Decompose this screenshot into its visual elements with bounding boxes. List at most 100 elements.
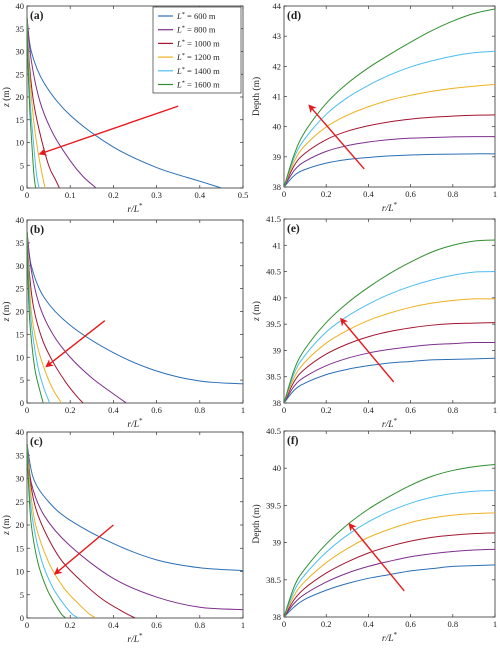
series-line-5 <box>27 443 80 618</box>
y-tick-label: 25 <box>16 284 25 294</box>
series-line-5 <box>284 271 495 403</box>
legend-entry: L* = 1600 m <box>176 79 220 90</box>
y-axis-label: Depth (m) <box>251 504 262 543</box>
y-tick-label: 20 <box>16 520 25 530</box>
plot-frame <box>26 219 244 404</box>
x-tick-label: 0.2 <box>321 405 332 415</box>
y-tick-label: 41 <box>273 92 282 102</box>
y-tick-label: 30 <box>16 47 25 57</box>
y-tick-label: 38 <box>273 612 282 622</box>
y-tick-label: 40.5 <box>266 426 281 436</box>
y-tick-label: 38 <box>273 182 282 192</box>
x-tick-label: 0.4 <box>194 190 205 200</box>
plot-frame <box>283 5 496 188</box>
x-tick-label: 0.6 <box>405 405 416 415</box>
series-group <box>284 239 495 403</box>
y-tick-label: 5 <box>20 375 24 385</box>
y-tick-label: 25 <box>16 69 25 79</box>
y-tick-label: 41 <box>273 240 282 250</box>
y-tick-label: 39 <box>273 538 282 548</box>
x-tick-label: 0.4 <box>108 620 119 630</box>
series-group <box>284 8 495 187</box>
panel-e: 0 0.2 0.4 0.6 0.8 1 38 38.5 39 39.5 40 40.5 41 41.5 r/… <box>251 214 497 430</box>
y-axis-label: Depth (m) <box>251 77 262 116</box>
series-line-2 <box>27 17 97 188</box>
x-axis-label: r/L* <box>127 632 143 645</box>
legend-entry: L* = 1400 m <box>176 65 220 76</box>
series-line-1 <box>284 564 495 617</box>
series-line-5 <box>284 50 495 187</box>
trend-arrow <box>340 317 395 383</box>
x-tick-label: 0.2 <box>108 190 119 200</box>
x-tick-label: 0 <box>282 619 286 629</box>
series-line-3 <box>27 443 136 618</box>
panel-label: (b) <box>30 224 44 236</box>
x-tick-label: 0.4 <box>363 405 374 415</box>
panel-label: (f) <box>287 435 299 447</box>
x-tick-label: 0.4 <box>363 189 374 199</box>
y-axis-label: z (m) <box>1 87 12 108</box>
x-tick-label: 0.8 <box>194 405 205 415</box>
series-line-6 <box>284 239 495 403</box>
y-tick-label: 0 <box>20 183 24 193</box>
x-tick-label: 0.8 <box>447 619 458 629</box>
x-tick-label: 0.5 <box>238 190 249 200</box>
series-line-3 <box>284 114 495 187</box>
y-tick-label: 42 <box>273 61 282 71</box>
y-tick-label: 35 <box>16 450 25 460</box>
trend-arrow <box>308 104 365 170</box>
series-line-2 <box>27 443 243 611</box>
legend-entry: L* = 800 m <box>176 24 216 35</box>
plot-frame <box>283 218 496 404</box>
legend-entry: L* = 1200 m <box>176 52 220 63</box>
series-line-2 <box>27 231 127 403</box>
x-tick-label: 0.2 <box>321 189 332 199</box>
trend-arrow <box>38 105 179 156</box>
series-line-6 <box>27 17 37 188</box>
y-tick-label: 38 <box>273 398 282 408</box>
y-tick-label: 35 <box>16 24 25 34</box>
x-axis-label: r/L* <box>127 417 143 430</box>
y-tick-label: 30 <box>16 474 25 484</box>
y-tick-label: 10 <box>16 138 25 148</box>
x-tick-label: 0.6 <box>151 620 162 630</box>
panel-label: (a) <box>30 10 44 22</box>
x-tick-label: 0.3 <box>151 190 162 200</box>
y-tick-label: 30 <box>16 261 25 271</box>
series-line-3 <box>284 532 495 617</box>
series-group <box>27 17 222 188</box>
legend-entry: L* = 600 m <box>176 11 216 22</box>
y-tick-label: 5 <box>20 160 24 170</box>
y-tick-label: 5 <box>20 590 24 600</box>
series-line-2 <box>284 548 495 617</box>
y-tick-label: 0 <box>20 398 24 408</box>
y-tick-label: 40 <box>273 463 282 473</box>
x-tick-label: 1 <box>241 405 245 415</box>
panel-a: 0 0.1 0.2 0.3 0.4 0.5 0 5 10 15 20 25 30 35 40 r/L* z (m… <box>1 1 248 215</box>
y-tick-label: 39.5 <box>266 500 281 510</box>
series-line-6 <box>27 231 44 403</box>
x-tick-label: 0.8 <box>194 620 205 630</box>
x-tick-label: 0.2 <box>65 405 76 415</box>
series-group <box>27 231 243 403</box>
y-tick-label: 39 <box>273 345 282 355</box>
x-tick-label: 1 <box>493 405 497 415</box>
x-tick-label: 0.6 <box>405 189 416 199</box>
series-group <box>284 463 495 617</box>
x-axis-label: r/L* <box>382 417 398 430</box>
y-tick-label: 40 <box>273 293 282 303</box>
x-tick-label: 0 <box>282 405 286 415</box>
x-tick-label: 0 <box>25 620 29 630</box>
y-tick-label: 15 <box>16 115 25 125</box>
series-line-4 <box>284 512 495 617</box>
x-tick-label: 0 <box>282 189 286 199</box>
y-tick-label: 40 <box>16 427 25 437</box>
y-tick-label: 10 <box>16 352 25 362</box>
x-axis-label: r/L* <box>382 201 398 214</box>
x-tick-label: 1 <box>241 620 245 630</box>
panel-f: 0 0.2 0.4 0.6 0.8 1 38 38.5 39 39.5 40 40.5 r/L* Dept… <box>251 426 497 644</box>
panel-label: (d) <box>287 10 301 22</box>
series-line-4 <box>27 443 97 618</box>
x-tick-label: 1 <box>493 189 497 199</box>
x-tick-label: 0.4 <box>363 619 374 629</box>
